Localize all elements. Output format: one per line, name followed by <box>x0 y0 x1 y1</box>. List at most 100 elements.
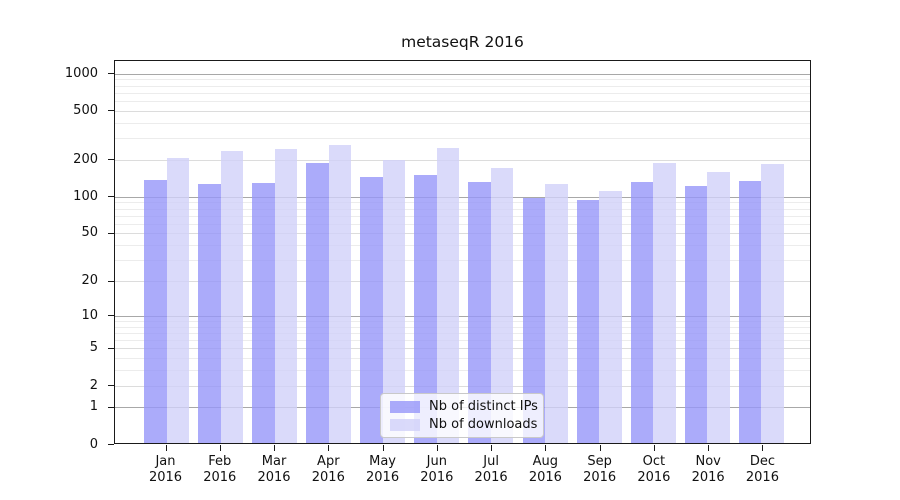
gridline-6 <box>115 340 810 342</box>
bar-group-may <box>360 160 406 443</box>
plot-area: Nb of distinct IPs Nb of downloads <box>114 60 811 444</box>
gridline-70 <box>115 215 810 217</box>
legend-label-distinct-ips: Nb of distinct IPs <box>429 399 538 414</box>
y-tick-label-20: 20 <box>81 273 98 289</box>
bar-jun-downloads <box>436 148 460 443</box>
bar-dec-downloads <box>761 164 784 443</box>
gridline-2 <box>115 385 810 387</box>
x-tick-label-dec: Dec 2016 <box>740 444 785 485</box>
y-tick-label-100: 100 <box>73 188 98 204</box>
y-tick-mark-20 <box>108 280 114 282</box>
gridline-5 <box>115 348 810 350</box>
bar-group-sep <box>576 190 622 443</box>
bars <box>115 61 810 443</box>
x-tick-mark-mar <box>274 445 276 451</box>
y-tick-label-5: 5 <box>89 340 98 356</box>
bar-dec-distinct-ips <box>738 180 762 443</box>
bar-nov-downloads <box>707 172 730 443</box>
bar-group-jan <box>144 158 189 443</box>
legend-entry-downloads: Nb of downloads <box>390 417 537 432</box>
gridline-600 <box>115 101 810 103</box>
bar-aug-distinct-ips <box>522 197 546 443</box>
x-tick-mark-apr <box>328 445 330 451</box>
y-tick-mark-5 <box>108 347 114 349</box>
gridline-10 <box>115 315 810 317</box>
x-tick-label-jun: Jun 2016 <box>414 444 459 485</box>
gridline-800 <box>115 85 810 87</box>
x-tick-label-apr: Apr 2016 <box>306 444 351 485</box>
bar-group-jul <box>468 168 514 443</box>
gridline-900 <box>115 79 810 81</box>
x-tick-mark-jul <box>491 445 493 451</box>
x-tick-mark-sep <box>599 445 601 451</box>
y-tick-mark-1000 <box>108 73 114 75</box>
bar-apr-distinct-ips <box>306 162 329 443</box>
bar-jun-distinct-ips <box>414 174 437 443</box>
bar-jan-distinct-ips <box>144 179 167 443</box>
gridline-40 <box>115 245 810 247</box>
bar-group-apr <box>306 144 352 443</box>
gridline-7 <box>115 332 810 334</box>
gridline-20 <box>115 281 810 283</box>
gridline-100 <box>115 196 810 198</box>
x-tick-label-aug: Aug 2016 <box>523 444 568 485</box>
x-tick-label-jan: Jan 2016 <box>143 444 188 485</box>
bar-may-distinct-ips <box>360 177 383 443</box>
gridline-4 <box>115 358 810 360</box>
x-tick-label-feb: Feb 2016 <box>197 444 242 485</box>
y-tick-mark-1 <box>108 406 114 408</box>
bar-may-downloads <box>382 160 406 443</box>
bar-nov-distinct-ips <box>684 186 708 443</box>
gridline-300 <box>115 138 810 140</box>
legend: Nb of distinct IPs Nb of downloads <box>380 393 544 438</box>
y-tick-mark-500 <box>108 110 114 112</box>
bar-group-nov <box>684 172 730 443</box>
gridline-200 <box>115 159 810 161</box>
bar-oct-distinct-ips <box>630 182 654 443</box>
bar-sep-downloads <box>599 190 622 443</box>
y-tick-mark-0 <box>108 444 114 445</box>
bar-feb-distinct-ips <box>198 183 221 443</box>
gridline-30 <box>115 260 810 262</box>
x-axis: Jan 2016 Feb 2016 Mar 2016 Apr 2016 May 2016 Jun 20… <box>114 444 811 485</box>
bar-feb-downloads <box>220 151 244 443</box>
gridline-700 <box>115 92 810 94</box>
y-tick-label-1000: 1000 <box>64 65 98 81</box>
y-tick-label-200: 200 <box>73 151 98 167</box>
gridline-500 <box>115 110 810 112</box>
x-tick-mark-aug <box>545 445 547 451</box>
y-tick-mark-100 <box>108 196 114 198</box>
bar-group-oct <box>630 163 676 443</box>
bar-aug-downloads <box>545 183 568 443</box>
legend-swatch-downloads <box>390 418 420 431</box>
x-tick-label-mar: Mar 2016 <box>252 444 297 485</box>
y-tick-mark-200 <box>108 159 114 161</box>
bar-group-jun <box>414 148 460 443</box>
y-tick-mark-2 <box>108 385 114 387</box>
legend-entry-distinct-ips: Nb of distinct IPs <box>390 399 538 414</box>
gridline-400 <box>115 122 810 124</box>
bar-mar-distinct-ips <box>252 182 275 443</box>
gridline-90 <box>115 202 810 204</box>
gridline-80 <box>115 208 810 210</box>
bar-sep-distinct-ips <box>576 199 600 443</box>
bar-jul-downloads <box>490 168 514 443</box>
y-tick-label-1: 1 <box>89 399 98 415</box>
y-tick-label-2: 2 <box>89 377 98 393</box>
chart-title: metaseqR 2016 <box>401 33 524 51</box>
x-tick-mark-dec <box>762 445 764 451</box>
gridline-1000 <box>115 73 810 75</box>
gridline-50 <box>115 233 810 235</box>
x-tick-mark-jan <box>165 445 167 451</box>
bar-group-dec <box>738 164 784 443</box>
x-tick-label-nov: Nov 2016 <box>686 444 731 485</box>
bar-group-mar <box>252 148 298 443</box>
x-tick-mark-feb <box>219 445 221 451</box>
bar-oct-downloads <box>653 163 676 443</box>
gridline-60 <box>115 223 810 225</box>
bar-jul-distinct-ips <box>468 181 491 443</box>
bar-apr-downloads <box>328 144 352 443</box>
legend-swatch-distinct-ips <box>390 400 420 413</box>
y-tick-mark-10 <box>108 315 114 317</box>
